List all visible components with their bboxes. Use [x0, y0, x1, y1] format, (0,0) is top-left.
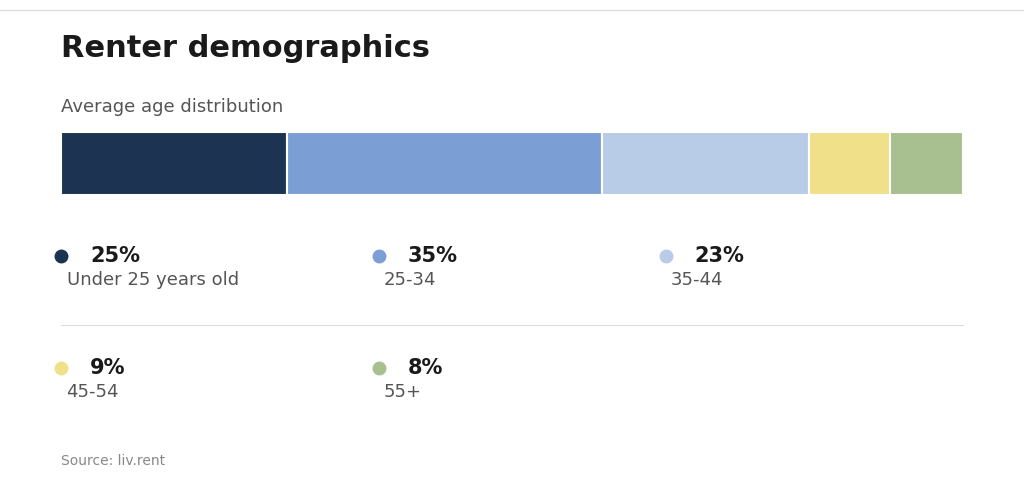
Text: 23%: 23%: [694, 246, 744, 266]
Text: Average age distribution: Average age distribution: [61, 98, 284, 116]
FancyBboxPatch shape: [891, 132, 963, 195]
Text: 9%: 9%: [90, 359, 126, 378]
Text: 8%: 8%: [408, 359, 443, 378]
Text: Source: liv.rent: Source: liv.rent: [61, 454, 166, 468]
FancyBboxPatch shape: [61, 132, 287, 195]
Text: 25-34: 25-34: [384, 271, 436, 289]
Text: Under 25 years old: Under 25 years old: [67, 271, 239, 289]
Text: 45-54: 45-54: [67, 383, 119, 401]
Text: 25%: 25%: [90, 246, 140, 266]
Text: Renter demographics: Renter demographics: [61, 34, 430, 63]
Text: 55+: 55+: [384, 383, 422, 401]
FancyBboxPatch shape: [809, 132, 891, 195]
FancyBboxPatch shape: [287, 132, 602, 195]
Text: 35-44: 35-44: [671, 271, 723, 289]
Text: 35%: 35%: [408, 246, 458, 266]
FancyBboxPatch shape: [602, 132, 809, 195]
